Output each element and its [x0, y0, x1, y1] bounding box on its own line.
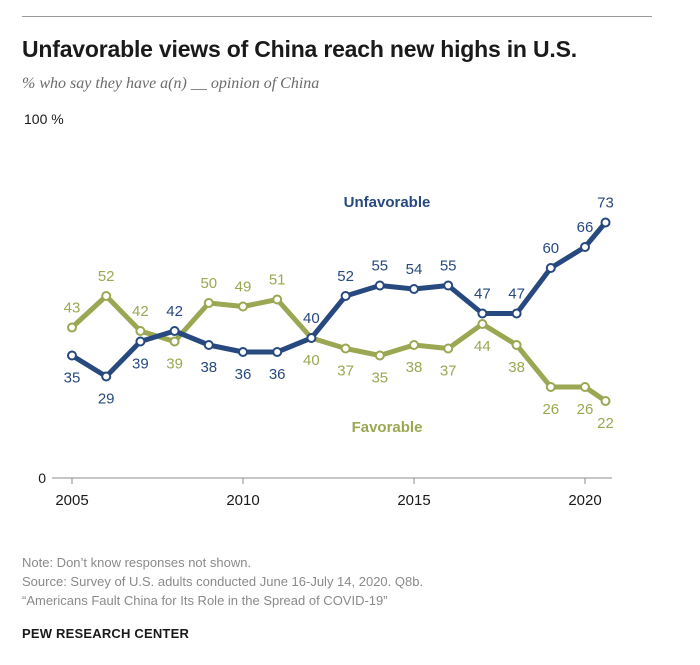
favorable-point [340, 343, 351, 354]
unfavorable-data-label: 54 [406, 261, 423, 278]
favorable-point [101, 291, 112, 301]
unfavorable-data-label: 40 [303, 310, 320, 327]
unfavorable-point [101, 371, 112, 382]
favorable-point [272, 294, 283, 305]
favorable-point [374, 350, 385, 361]
x-tick-label: 2010 [226, 492, 259, 509]
notes: Note: Don’t know responses not shown. So… [22, 553, 423, 610]
source-text: Source: Survey of U.S. adults conducted … [22, 574, 424, 589]
favorable-data-label: 40 [303, 352, 320, 369]
favorable-point [545, 382, 556, 392]
y-tick-label: 0 [38, 470, 46, 486]
unfavorable-point [580, 242, 590, 252]
favorable-point [511, 340, 522, 350]
unfavorable-data-label: 36 [269, 366, 286, 383]
favorable-point [203, 298, 214, 308]
unfavorable-point [600, 217, 611, 228]
line-chart: 0 100 % 2005 2010 2015 2020 43 52 42 39 50 49 51 40 37… [24, 111, 614, 509]
unfavorable-point [203, 340, 214, 350]
favorable-data-label: 52 [98, 268, 115, 285]
unfavorable-data-label: 47 [474, 286, 491, 303]
favorable-point [409, 340, 419, 350]
note-text: Note: Don’t know responses not shown. [22, 555, 252, 570]
unfavorable-data-label: 73 [597, 195, 614, 212]
unfavorable-data-label: 66 [577, 219, 594, 236]
unfavorable-data-label: 60 [542, 240, 559, 257]
unfavorable-point [238, 347, 248, 357]
favorable-point [600, 396, 611, 406]
chart-subtitle: % who say they have a(n) __ opinion of C… [22, 75, 320, 92]
unfavorable-data-label: 29 [98, 391, 115, 408]
favorable-data-label: 37 [440, 363, 457, 380]
unfavorable-point [169, 326, 180, 336]
x-tick-label: 2005 [55, 492, 88, 509]
top-rule [22, 16, 652, 17]
favorable-data-label: 26 [542, 401, 559, 418]
favorable-point [443, 343, 454, 354]
favorable-data-label: 22 [597, 415, 614, 432]
favorable-point [67, 322, 77, 333]
favorable-data-label: 50 [200, 275, 217, 292]
favorable-data-label: 35 [371, 370, 388, 387]
x-tick-label: 2020 [568, 492, 601, 509]
unfavorable-data-label: 55 [371, 258, 388, 275]
y-tick-label: 100 % [24, 111, 64, 127]
favorable-data-label: 49 [235, 279, 252, 296]
legend-unfavorable: Unfavorable [344, 194, 431, 211]
unfavorable-data-label: 55 [440, 258, 457, 275]
report-title: “Americans Fault China for Its Role in t… [22, 593, 388, 608]
unfavorable-point [477, 308, 488, 319]
favorable-data-label: 51 [269, 272, 286, 289]
favorable-data-label: 44 [474, 338, 491, 355]
favorable-data-label: 37 [337, 363, 354, 380]
legend-favorable: Favorable [352, 419, 423, 436]
favorable-point [169, 336, 180, 347]
favorable-series-line [69, 293, 609, 404]
unfavorable-point [272, 347, 283, 357]
unfavorable-point [409, 284, 419, 294]
unfavorable-data-label: 38 [200, 359, 217, 376]
favorable-data-label: 42 [132, 303, 149, 320]
favorable-data-label: 39 [166, 356, 183, 373]
unfavorable-point [443, 280, 454, 291]
favorable-point [477, 319, 488, 329]
favorable-data-label: 38 [508, 359, 525, 376]
favorable-point [238, 301, 248, 312]
unfavorable-point [511, 308, 522, 319]
unfavorable-data-label: 47 [508, 286, 525, 303]
chart-title: Unfavorable views of China reach new hig… [22, 36, 577, 62]
favorable-data-label: 43 [64, 300, 81, 317]
unfavorable-point [340, 291, 351, 301]
brand-label: PEW RESEARCH CENTER [22, 626, 190, 641]
favorable-data-label: 38 [406, 359, 423, 376]
favorable-point [135, 326, 146, 336]
unfavorable-data-label: 35 [64, 370, 81, 387]
favorable-data-label: 26 [577, 401, 594, 418]
unfavorable-point [67, 350, 77, 361]
unfavorable-data-label: 42 [166, 303, 183, 320]
unfavorable-data-label: 36 [235, 366, 252, 383]
unfavorable-data-label: 39 [132, 356, 149, 373]
unfavorable-data-label: 52 [337, 268, 354, 285]
x-tick-label: 2015 [397, 492, 430, 509]
unfavorable-point [306, 333, 317, 343]
unfavorable-point [545, 263, 556, 273]
favorable-point [580, 382, 590, 392]
unfavorable-point [135, 336, 146, 347]
unfavorable-point [374, 280, 385, 291]
